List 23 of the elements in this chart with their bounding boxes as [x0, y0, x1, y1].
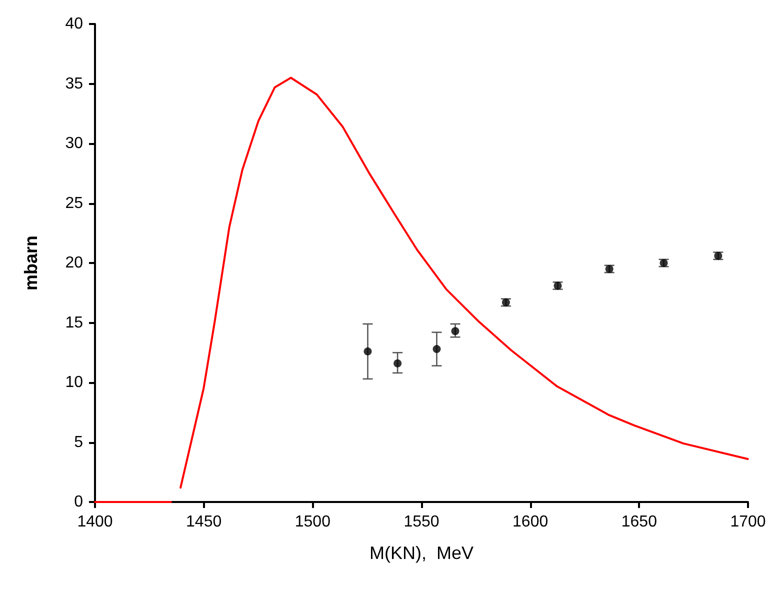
x-tick-label: 1400	[77, 514, 113, 530]
x-tick-label: 1500	[294, 514, 331, 530]
y-tick-label: 30	[65, 135, 84, 152]
point	[502, 298, 510, 306]
point	[451, 327, 460, 336]
y-tick-label: 0	[74, 494, 84, 510]
y-tick-label: 25	[65, 194, 84, 212]
y-axis-title: mbarn	[21, 235, 41, 291]
x-tick-label: 1450	[186, 514, 222, 530]
y-tick-label: 5	[74, 434, 84, 451]
point	[432, 345, 441, 354]
x-tick-label: 1650	[621, 514, 658, 530]
point	[394, 359, 402, 368]
x-axis-title: M(KN), MeV	[369, 543, 474, 563]
y-tick-label: 35	[65, 75, 84, 92]
x-tick-label: 1600	[512, 514, 548, 530]
x-tick-label: 1700	[730, 514, 766, 530]
point	[364, 347, 372, 356]
y-tick-label: 40	[65, 16, 84, 32]
x-tick-label: 1550	[404, 514, 440, 530]
y-tick-label: 20	[65, 254, 84, 272]
y-tick-label: 15	[65, 314, 84, 332]
y-tick-label: 10	[65, 374, 84, 391]
